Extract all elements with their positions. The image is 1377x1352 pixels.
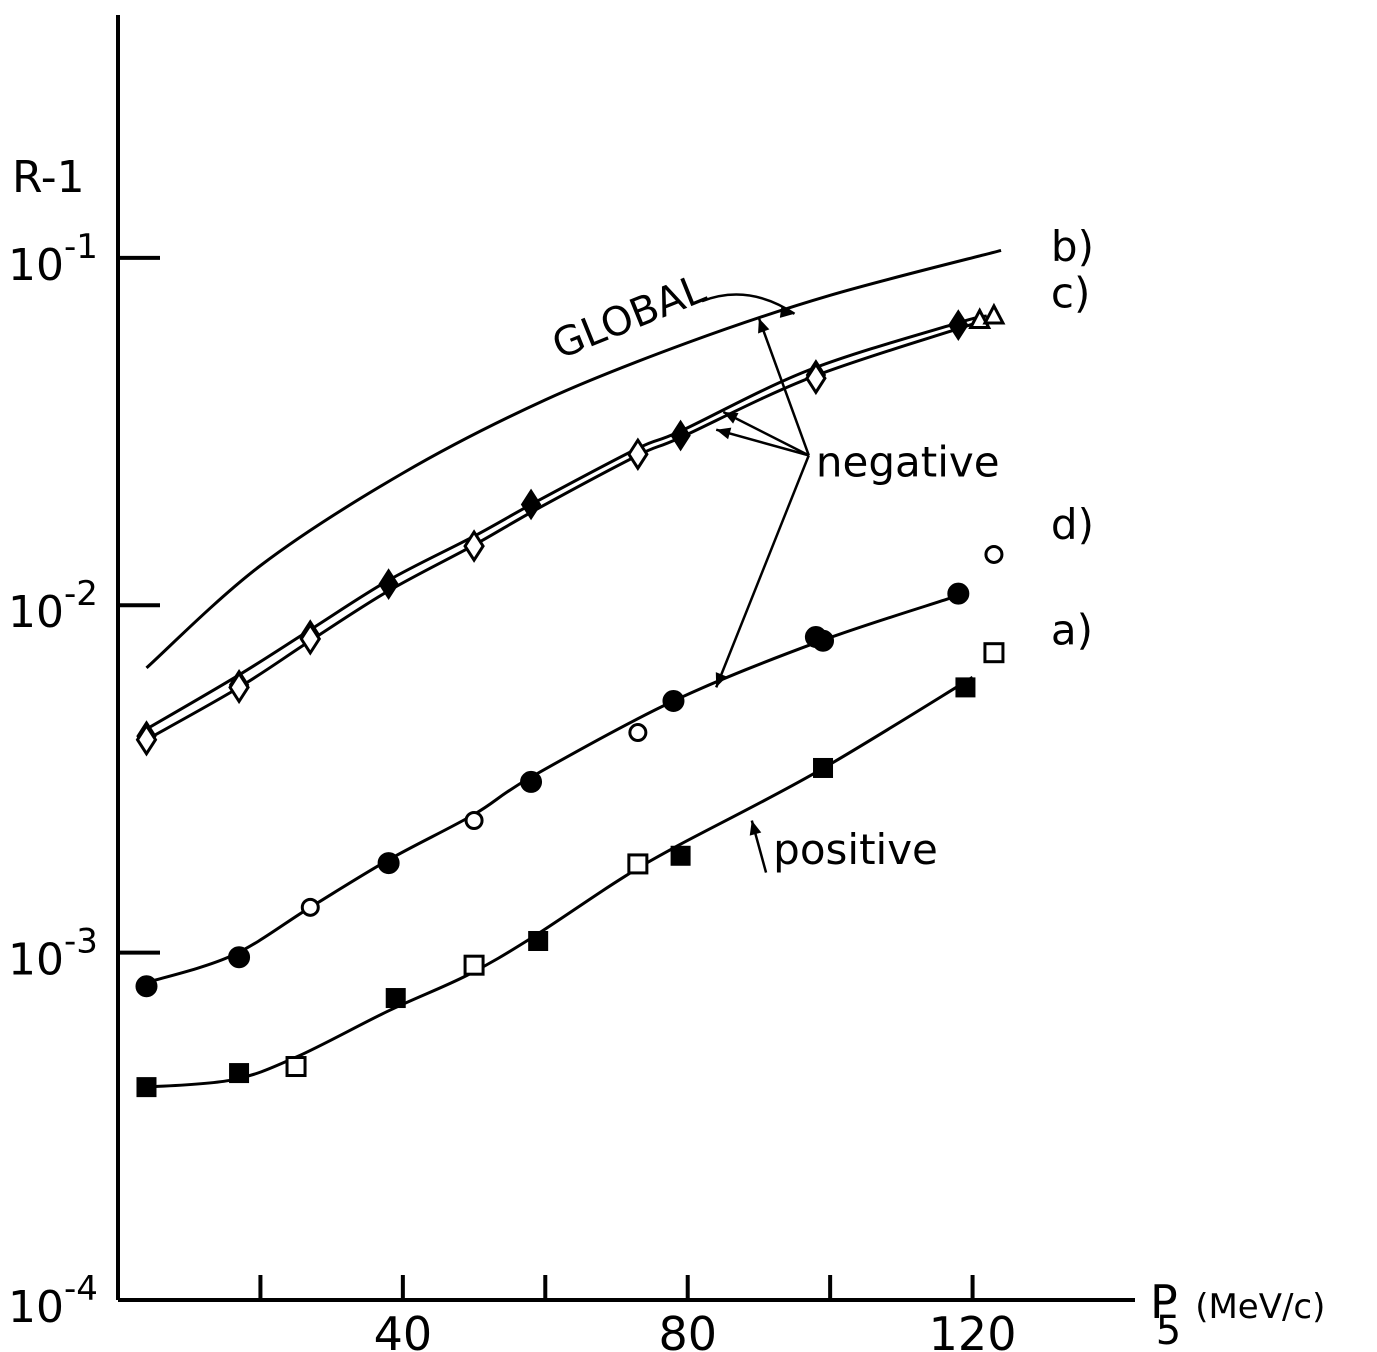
arrow-head	[779, 305, 795, 318]
diamond-marker	[135, 722, 158, 757]
annotation-label: negative	[816, 437, 1000, 486]
square-marker	[670, 845, 691, 866]
circle-marker	[520, 770, 543, 793]
square-marker	[285, 1056, 307, 1078]
square-marker	[955, 677, 976, 698]
fit-curves	[145, 249, 1002, 1089]
annotation-label: c)	[1051, 268, 1090, 317]
y-tick-label: 10-1	[8, 227, 98, 291]
x-tick-label: 80	[658, 1307, 717, 1352]
arrow-head	[723, 411, 739, 424]
arrow-shaft	[757, 317, 810, 456]
diamond-marker	[670, 419, 691, 452]
curve-3	[146, 596, 952, 984]
square-marker	[627, 853, 649, 875]
arrow-shaft	[722, 410, 810, 457]
arrow-shaft	[715, 428, 810, 457]
circle-marker	[135, 975, 158, 998]
annotation-label: a)	[1051, 606, 1093, 655]
x-tick-label: 120	[929, 1307, 1017, 1352]
diamond-marker	[627, 437, 649, 472]
diamond-marker	[463, 529, 485, 563]
x-tick-label: 40	[374, 1307, 433, 1352]
square-marker	[385, 988, 406, 1009]
data-markers	[135, 302, 1006, 1098]
curve-2	[145, 319, 988, 742]
circle-marker	[464, 811, 484, 831]
curve-0	[145, 249, 1002, 670]
curve-4	[146, 676, 974, 1089]
diamond-marker	[805, 361, 827, 396]
annotation-label: d)	[1051, 500, 1094, 549]
arrow-head	[749, 820, 762, 836]
circle-marker	[377, 852, 400, 875]
arrow-head	[758, 318, 770, 334]
annotation-label: b)	[1051, 222, 1094, 271]
square-marker	[528, 930, 549, 951]
circle-marker	[628, 723, 648, 743]
circle-marker	[947, 582, 970, 605]
y-tick-label: 10-3	[8, 922, 98, 986]
annotation-label: GLOBAL	[546, 266, 713, 369]
square-marker	[813, 757, 834, 778]
arrow-shaft	[715, 454, 810, 688]
circle-marker	[228, 946, 251, 969]
triangle-marker	[982, 302, 1006, 325]
y-tick-label: 10-2	[8, 574, 98, 638]
circle-marker	[300, 897, 320, 917]
diamond-marker	[228, 670, 250, 705]
circle-marker	[812, 629, 835, 652]
diamond-marker	[948, 309, 969, 341]
diamond-marker	[378, 568, 399, 600]
annotation-label: positive	[773, 825, 938, 874]
x-axis-label: P 5(MeV/c)	[1150, 1275, 1325, 1352]
arrow-head	[716, 427, 732, 440]
y-tick-label: 10-4	[8, 1269, 98, 1333]
square-marker	[229, 1063, 250, 1084]
square-marker	[463, 954, 485, 976]
curve-1	[145, 314, 988, 731]
circle-marker	[984, 544, 1004, 564]
diamond-marker	[520, 488, 542, 521]
square-marker	[983, 642, 1005, 664]
arrow-head	[715, 672, 727, 688]
square-marker	[136, 1077, 157, 1098]
y-axis-label: R-1	[12, 152, 85, 203]
axes: 40 80 120 10-1 10-2 10-3 10-4 R-1 P 5(MeV/c)	[8, 15, 1325, 1352]
diamond-marker	[299, 622, 322, 656]
circle-marker	[662, 689, 685, 712]
